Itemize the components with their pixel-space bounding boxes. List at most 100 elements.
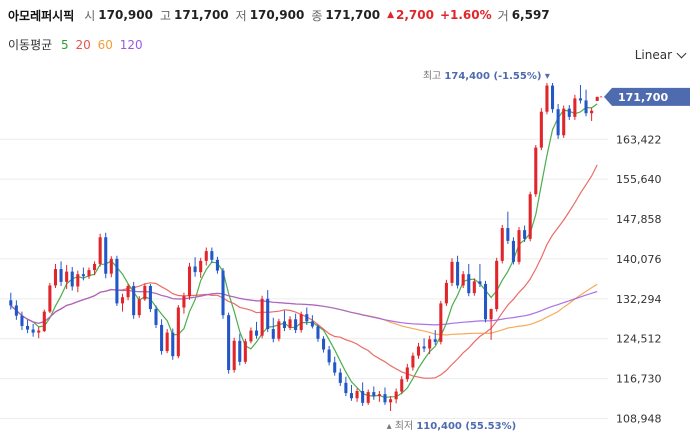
candle-body [104, 237, 108, 274]
close-value: 171,700 [325, 8, 381, 22]
candle-body [483, 283, 488, 320]
candle-body [238, 340, 242, 362]
candle-body [478, 281, 482, 284]
volume-label: 거 [497, 8, 509, 23]
candle-body [534, 147, 538, 195]
candle-body [9, 300, 13, 306]
candle-body [187, 266, 192, 297]
candle-body [65, 271, 69, 282]
candle-body [310, 321, 314, 327]
ma-legend-120[interactable]: 120 [119, 38, 143, 52]
ma-60-line [10, 283, 598, 336]
candle-body [171, 332, 175, 357]
candle-body [389, 399, 393, 403]
current-price-label: 171,700 [618, 91, 668, 104]
change-percent: +1.60% [439, 8, 492, 22]
candle-body [562, 108, 566, 136]
candle-body [372, 392, 376, 397]
ma-5-line [10, 103, 598, 399]
candle-body [215, 259, 219, 271]
min-price-annotation: ▴ 최저 110,400 (55.53%) [387, 420, 517, 432]
candle-body [31, 329, 35, 333]
ma-120-line [10, 288, 598, 326]
ma-legend-20[interactable]: 20 [75, 38, 91, 52]
ma-legend-5[interactable]: 5 [61, 38, 69, 52]
y-tick-label: 155,640 [616, 173, 662, 186]
candle-body [93, 263, 97, 271]
y-tick-label: 140,076 [616, 253, 662, 266]
candle-body [556, 109, 560, 136]
candle-body [98, 237, 102, 264]
candle-body [232, 340, 236, 371]
candle-body [249, 330, 253, 342]
candle-body [450, 261, 454, 283]
candle-body [182, 296, 186, 308]
y-tick-label: 116,730 [616, 373, 662, 386]
candle-body [126, 285, 130, 298]
candle-body [584, 100, 588, 114]
low-value: 170,900 [249, 8, 305, 22]
candle-body [344, 382, 348, 394]
moving-average-legend: 이동평균 5 20 60 120 [8, 36, 148, 53]
candle-body [394, 391, 398, 400]
candle-body [405, 367, 409, 380]
up-triangle-icon: ▲ [387, 10, 394, 20]
close-label: 종 [311, 8, 323, 23]
candle-body [81, 274, 85, 277]
candle-body [495, 260, 499, 310]
candle-body [210, 251, 214, 260]
scale-dropdown-label: Linear [634, 48, 672, 62]
candle-body [517, 230, 521, 262]
candle-body [377, 394, 381, 397]
candle-body [204, 251, 208, 261]
low-label: 저 [235, 8, 247, 23]
candle-body [148, 285, 152, 310]
volume-value: 6,597 [511, 8, 550, 22]
candle-body [322, 338, 326, 350]
candle-body [59, 269, 63, 282]
candle-body [87, 270, 91, 277]
candle-body [305, 314, 309, 322]
candle-body [271, 329, 275, 339]
candle-body [428, 339, 432, 349]
high-value: 171,700 [174, 8, 229, 22]
candle-body [76, 274, 80, 287]
candle-body [26, 325, 30, 330]
scale-dropdown[interactable]: Linear [634, 48, 687, 62]
candle-body [154, 309, 158, 325]
high-label: 고 [159, 8, 171, 23]
candle-body [590, 110, 594, 114]
open-label: 시 [84, 8, 96, 23]
ma-legend-60[interactable]: 60 [97, 38, 113, 52]
candle-body [400, 379, 404, 392]
candle-body [14, 305, 18, 316]
candle-body [433, 339, 437, 342]
candle-body [528, 194, 532, 239]
open-value: 170,900 [98, 8, 153, 22]
y-tick-label: 147,858 [616, 213, 662, 226]
candle-body [260, 298, 264, 336]
candle-body [193, 266, 197, 273]
candle-body [37, 330, 41, 333]
candle-body [456, 261, 460, 286]
candle-body [545, 85, 549, 112]
candle-body [115, 258, 119, 304]
candle-body [299, 314, 303, 331]
candle-body [511, 240, 515, 262]
candle-body [550, 85, 555, 110]
candle-body [176, 307, 180, 357]
y-tick-label: 124,512 [616, 333, 662, 346]
candle-body [143, 285, 147, 300]
candle-body [48, 285, 52, 312]
stock-name: 아모레퍼시픽 [8, 8, 75, 23]
candle-body [137, 299, 141, 316]
candle-body [199, 260, 203, 273]
candle-body [227, 315, 231, 371]
candle-body [277, 321, 281, 339]
candle-body [506, 228, 510, 241]
candle-body [42, 311, 46, 332]
candle-body [567, 108, 571, 117]
max-price-annotation: 최고 174,400 (-1.55%) ▾ [423, 70, 550, 82]
candle-body [288, 319, 292, 329]
